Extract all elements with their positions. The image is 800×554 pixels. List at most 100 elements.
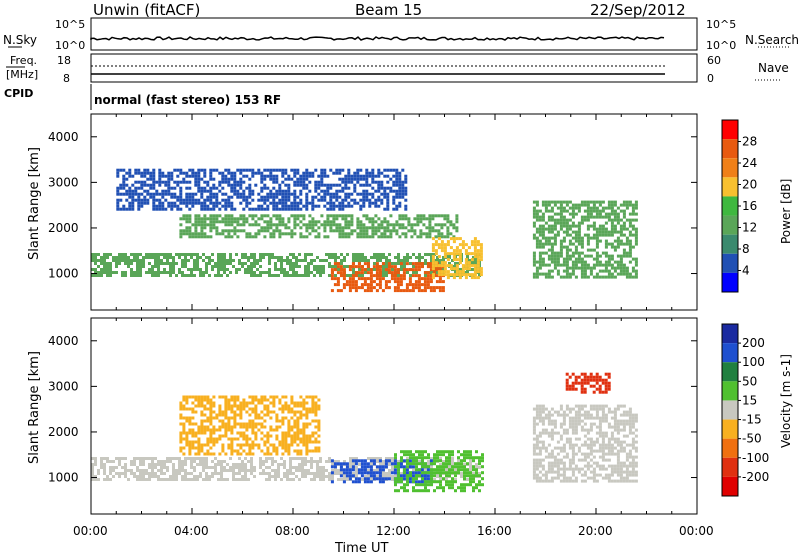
echo-cell-velocity — [583, 428, 587, 432]
echo-cell-power — [91, 268, 94, 271]
echo-cell-velocity — [209, 419, 213, 423]
echo-cell-power — [568, 227, 572, 231]
echo-cell-velocity — [313, 472, 316, 475]
echo-cell-velocity — [601, 446, 605, 450]
echo-cell-velocity — [454, 465, 457, 469]
echo-cell-velocity — [263, 404, 267, 408]
echo-cell-power — [449, 246, 453, 250]
echo-cell-power — [259, 259, 262, 262]
echo-cell-power — [157, 271, 160, 274]
echo-cell-velocity — [203, 404, 207, 408]
echo-cell-power — [305, 204, 309, 208]
echo-cell-velocity — [278, 443, 282, 447]
echo-cell-power — [281, 207, 285, 211]
echo-cell-velocity — [221, 395, 225, 399]
echo-cell-power — [233, 177, 237, 181]
echo-cell-power — [365, 232, 369, 236]
echo-cell-power — [362, 195, 366, 199]
echo-cell-power — [230, 204, 234, 208]
echo-cell-power — [347, 177, 351, 181]
echo-cell-power — [208, 262, 211, 265]
echo-cell-velocity — [352, 472, 355, 475]
echo-cell-power — [254, 207, 258, 211]
echo-cell-power — [547, 269, 551, 273]
echo-cell-power — [251, 198, 255, 202]
echo-cell-velocity — [433, 453, 436, 457]
echo-cell-power — [415, 256, 418, 259]
echo-cell-power — [115, 271, 118, 274]
echo-cell-power — [330, 271, 334, 275]
echo-cell-power — [628, 251, 632, 255]
echo-cell-velocity — [217, 472, 220, 475]
echo-cell-power — [431, 246, 435, 250]
echo-cell-power — [131, 198, 135, 202]
echo-cell-power — [553, 218, 557, 222]
echo-cell-velocity — [393, 468, 397, 472]
echo-cell-velocity — [334, 460, 337, 463]
echo-cell-velocity — [538, 434, 542, 438]
echo-cell-power — [200, 195, 204, 199]
echo-cell-power — [455, 258, 459, 262]
echo-cell-velocity — [463, 489, 466, 493]
echo-cell-power — [610, 212, 614, 216]
echo-cell-velocity — [220, 475, 223, 478]
echo-cell-power — [443, 273, 447, 277]
echo-cell-velocity — [388, 457, 391, 460]
echo-cell-power — [100, 262, 103, 265]
echo-cell-velocity — [378, 474, 382, 478]
echo-cell-velocity — [296, 431, 300, 435]
echo-cell-power — [550, 224, 554, 228]
echo-cell-power — [586, 215, 590, 219]
echo-cell-power — [278, 192, 282, 196]
echo-cell-power — [128, 168, 132, 172]
echo-cell-power — [284, 183, 288, 187]
echo-cell-velocity — [284, 431, 288, 435]
echo-cell-velocity — [235, 478, 238, 481]
echo-cell-velocity — [272, 398, 276, 402]
echo-cell-velocity — [391, 478, 394, 481]
echo-cell-velocity — [583, 458, 587, 462]
echo-cell-power — [583, 254, 587, 258]
echo-cell-power — [332, 204, 336, 208]
echo-cell-power — [562, 200, 566, 204]
echo-cell-velocity — [308, 395, 312, 399]
echo-cell-power — [532, 212, 536, 216]
echo-cell-power — [155, 204, 159, 208]
echo-cell-velocity — [236, 431, 240, 435]
echo-cell-power — [532, 224, 536, 228]
echo-cell-power — [305, 226, 309, 230]
echo-cell-velocity — [448, 466, 451, 469]
echo-cell-velocity — [574, 416, 578, 420]
echo-cell-power — [333, 262, 337, 266]
echo-cell-power — [131, 192, 135, 196]
echo-cell-power — [134, 180, 138, 184]
echo-cell-power — [398, 217, 402, 221]
echo-cell-velocity — [547, 419, 551, 423]
echo-cell-power — [209, 229, 213, 233]
echo-cell-power — [571, 215, 575, 219]
echo-cell-velocity — [148, 457, 151, 460]
echo-cell-power — [212, 217, 216, 221]
echo-cell-power — [292, 256, 295, 259]
echo-cell-velocity — [197, 437, 201, 441]
echo-cell-power — [448, 262, 451, 265]
echo-cell-power — [601, 215, 605, 219]
echo-cell-power — [446, 270, 450, 274]
echo-cell-velocity — [175, 478, 178, 481]
echo-cell-velocity — [405, 471, 409, 475]
echo-cell-power — [366, 262, 370, 266]
echo-cell-velocity — [238, 466, 241, 469]
echo-cell-velocity — [268, 457, 271, 460]
echo-cell-power — [550, 218, 554, 222]
echo-cell-power — [571, 260, 575, 264]
echo-cell-velocity — [257, 443, 261, 447]
freq-panel — [90, 53, 698, 83]
echo-cell-power — [619, 227, 623, 231]
echo-cell-velocity — [269, 428, 273, 432]
echo-cell-power — [185, 217, 189, 221]
echo-cell-power — [136, 271, 139, 274]
echo-cell-velocity — [293, 413, 297, 417]
echo-cell-power — [541, 272, 545, 276]
echo-cell-power — [553, 266, 557, 270]
echo-cell-power — [346, 253, 349, 256]
